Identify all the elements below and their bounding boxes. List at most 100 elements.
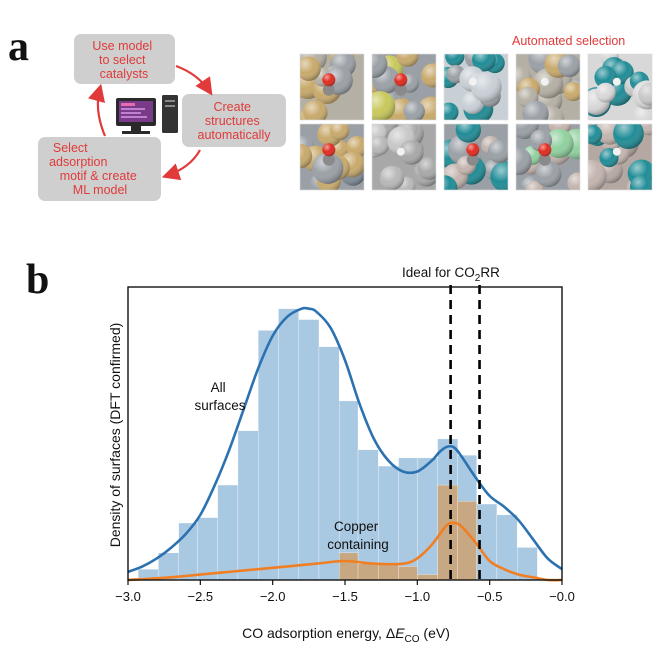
histogram-bar (398, 566, 418, 581)
panel-b: b −3.0 −2.5 −2.0 −1.5 −1.0 −0.5 −0.0 All surfa… (26, 257, 575, 645)
atom-shade (372, 91, 396, 120)
atom-shade (421, 63, 436, 88)
loop-box-line: motif & create (60, 169, 137, 183)
cycle-arrow (175, 64, 213, 96)
kde-curve-copper (127, 521, 563, 582)
atom-shade (444, 175, 458, 190)
atom-shade (322, 143, 336, 157)
x-axis-label-subscript: CO (405, 634, 420, 645)
atom-shade (522, 100, 549, 120)
atom-shade (588, 160, 607, 190)
kde-curve-all-surfaces (127, 306, 563, 574)
histogram-bar (378, 563, 399, 581)
x-axis-ticks: −3.0 −2.5 −2.0 −1.5 −1.0 −0.5 −0.0 (115, 580, 575, 604)
loop-box-select-adsorption: Select adsorption motif & create ML mode… (38, 137, 161, 201)
tile-border (515, 123, 581, 191)
atom-shade (372, 54, 388, 79)
carbon-atom (322, 83, 335, 96)
x-tick-label: −0.5 (477, 589, 503, 604)
atom-shade (300, 143, 313, 169)
atom-shade (372, 135, 389, 156)
ideal-range-lines (449, 285, 481, 580)
loop-box-line: Create (213, 100, 251, 114)
structure-tile (515, 123, 581, 191)
loop-box-text: Use model to select catalysts (92, 39, 155, 81)
atom-shade (302, 100, 328, 120)
tile-border (299, 53, 365, 121)
atom-shade (394, 73, 408, 87)
loop-box-line: to select (99, 53, 146, 67)
atom-shade (472, 54, 496, 72)
tile-border (443, 123, 509, 191)
atom-shade (330, 124, 350, 141)
loop-box-line: ML model (73, 183, 127, 197)
series-label-all-surfaces: All surfaces (194, 380, 245, 413)
loop-box-create-structures: Create structures automatically (182, 94, 286, 147)
structure-tile (515, 53, 581, 121)
bars-copper (339, 484, 477, 581)
atom-shade (379, 165, 405, 190)
loop-box-bg (38, 137, 161, 201)
series-label-line: All (211, 380, 226, 395)
tile-border (515, 53, 581, 121)
histogram-bar (417, 457, 438, 581)
structure-tile (371, 123, 437, 191)
atom-shade (396, 54, 419, 67)
x-tick-label: −1.5 (332, 589, 358, 604)
cycle-arrow (161, 149, 201, 181)
tile-border (443, 53, 509, 121)
carbon-atom (322, 153, 335, 166)
atom-shade (300, 56, 321, 81)
loop-box-line: Select (53, 141, 88, 155)
refresh-cycle-arrows-icon (88, 64, 213, 181)
x-axis-label-suffix: (eV) (420, 625, 450, 641)
panel-b-letter: b (26, 257, 49, 303)
histogram-bar (197, 517, 218, 581)
atom-shade (567, 172, 580, 190)
x-axis-label: CO adsorption energy, ΔECO (eV) (242, 625, 450, 645)
tile-border (371, 53, 437, 121)
atom-shade (471, 71, 502, 103)
loop-box-line: automatically (198, 128, 272, 142)
structure-tile (587, 53, 653, 121)
y-axis-label: Density of surfaces (DFT confirmed) (107, 323, 123, 548)
series-label-line: Copper (334, 519, 379, 534)
tile-border (371, 123, 437, 191)
ideal-label-suffix: RR (480, 265, 500, 280)
atom-shade (403, 100, 425, 120)
hydrogen-atom (612, 77, 621, 86)
atom-shade (322, 73, 336, 87)
atom-shade (399, 140, 424, 165)
atom-shade (311, 152, 344, 184)
loop-box-text: Create structures automatically (198, 100, 272, 142)
tile-border (299, 123, 365, 191)
x-axis-label-symbol: E (395, 625, 405, 641)
atom-shade (516, 147, 532, 176)
histogram-bar (278, 308, 299, 581)
hydrogen-atom (396, 147, 405, 156)
x-tick-label: −3.0 (115, 589, 141, 604)
histogram-bar (258, 330, 279, 581)
histogram-plot: −3.0 −2.5 −2.0 −1.5 −1.0 −0.5 −0.0 (115, 285, 575, 604)
histogram-bar (339, 552, 359, 581)
carbon-atom (466, 153, 479, 166)
x-tick-label: −1.0 (404, 589, 430, 604)
ideal-range-label: Ideal for CO2RR (402, 265, 500, 284)
loop-box-line: structures (205, 114, 260, 128)
series-label-line: surfaces (194, 398, 245, 413)
carbon-atom (394, 83, 407, 96)
structure-tile (587, 123, 653, 191)
catalyst-structure-grid (299, 53, 653, 191)
computer-icon (116, 95, 178, 134)
series-label-copper: Copper containing (327, 519, 389, 552)
structure-tile (443, 53, 509, 121)
structure-tile (443, 123, 509, 191)
loop-box-line: catalysts (100, 67, 149, 81)
tile-border (587, 53, 653, 121)
carbon-atom (538, 153, 551, 166)
ideal-label-sub: 2 (475, 273, 481, 284)
atom-shade (595, 82, 616, 103)
automated-selection-label: Automated selection (512, 34, 625, 48)
atom-shade (538, 143, 552, 157)
